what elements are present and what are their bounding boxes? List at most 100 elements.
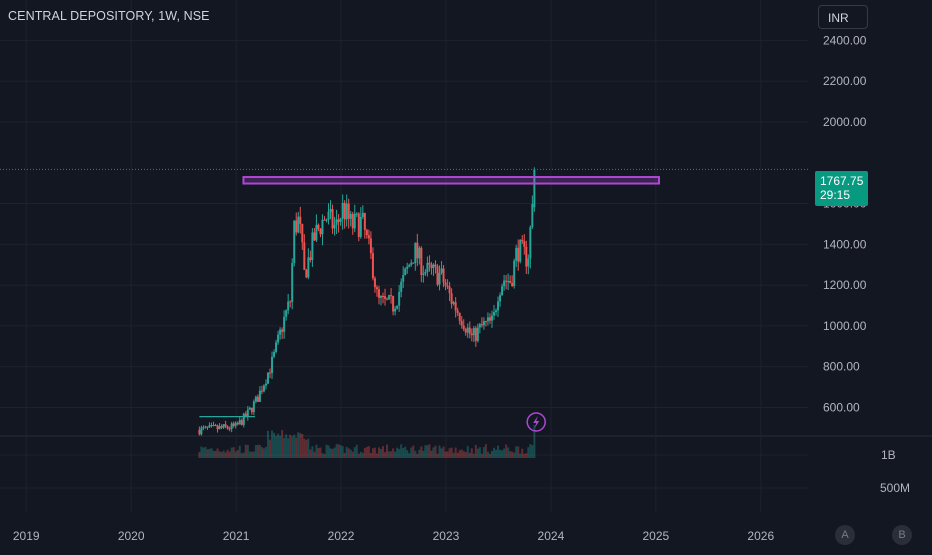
volume-bar <box>438 445 441 458</box>
candle-body <box>277 334 280 343</box>
candle-body <box>244 413 247 417</box>
volume-bar <box>248 451 251 458</box>
candle-body <box>420 247 423 275</box>
volume-bar <box>493 447 496 458</box>
candle-body <box>285 310 288 317</box>
candle-body <box>226 426 229 429</box>
volume-bar <box>281 430 284 458</box>
candle-body <box>303 242 306 270</box>
candle-body <box>375 287 378 290</box>
volume-bar <box>513 452 516 458</box>
volume-bar <box>256 444 259 458</box>
candle-body <box>214 425 217 427</box>
volume-bar <box>357 453 360 458</box>
volume-bar <box>343 452 346 458</box>
lightning-icon[interactable] <box>526 412 546 432</box>
volume-bar <box>246 444 249 458</box>
candle-body <box>513 260 516 286</box>
volume-bar <box>250 451 253 458</box>
y-tick-label: 1200.00 <box>823 278 867 292</box>
grid-lines <box>0 0 932 512</box>
volume-bar <box>468 452 471 458</box>
candle-body <box>363 212 366 231</box>
volume-bar <box>349 449 352 458</box>
log-scale-button[interactable]: B <box>892 525 912 545</box>
candle-body <box>486 317 489 322</box>
volume-bar <box>325 444 328 458</box>
y-tick-label: 2000.00 <box>823 115 867 129</box>
drawings[interactable] <box>0 168 808 432</box>
candle-body <box>252 401 255 413</box>
volume-bar <box>313 451 316 458</box>
lightning-icon-ring <box>526 412 546 432</box>
x-tick-label: 2026 <box>747 529 774 543</box>
candle-body <box>462 325 465 330</box>
volume-bar <box>224 452 227 458</box>
candle-body <box>382 296 385 298</box>
volume-bar <box>460 449 463 458</box>
volume-bar <box>206 449 209 458</box>
candle-body <box>484 321 487 323</box>
candle-body <box>264 383 267 386</box>
candle-body <box>472 328 475 336</box>
candle-body <box>404 268 407 275</box>
candle-body <box>222 424 225 428</box>
volume-bar <box>369 452 372 458</box>
candle-body <box>521 239 524 242</box>
candle-body <box>301 223 304 243</box>
volume-bar <box>273 432 276 458</box>
volume-bar <box>452 452 455 458</box>
candle-body <box>434 264 437 267</box>
candle-body <box>246 409 249 417</box>
volume-bar <box>448 448 451 458</box>
volume-bar <box>299 433 302 458</box>
volume-bar <box>214 451 217 458</box>
volume-bar <box>341 446 344 458</box>
currency-button[interactable]: INR <box>818 5 868 29</box>
candle-body <box>250 407 253 413</box>
candle-body <box>365 230 368 236</box>
volume-bar <box>440 448 443 458</box>
volume-bar <box>291 436 294 458</box>
volume-bar <box>377 447 380 458</box>
volume-bar <box>275 435 278 458</box>
volume-bar <box>317 447 320 458</box>
candle-body <box>210 425 213 427</box>
candle-body <box>515 247 518 261</box>
volume-bar <box>480 453 483 458</box>
candle-body <box>325 219 328 221</box>
volume-bar <box>367 446 370 458</box>
volume-bar <box>456 452 459 458</box>
candle-body <box>202 427 205 429</box>
candle-body <box>377 289 380 298</box>
candle-body <box>331 209 334 229</box>
volume-bar <box>355 444 358 458</box>
candle-body <box>371 253 374 279</box>
volume-bar <box>523 453 526 458</box>
volume-bar <box>527 447 530 458</box>
candle-body <box>519 239 522 262</box>
resistance-zone[interactable] <box>242 176 660 185</box>
volume-bar <box>462 450 465 458</box>
candle-body <box>392 295 395 312</box>
candle-body <box>412 262 415 264</box>
candle-body <box>329 209 332 212</box>
candle-body <box>295 220 298 233</box>
volume-bar <box>531 445 534 458</box>
volume-bar <box>335 444 338 458</box>
candle-body <box>321 219 324 235</box>
candle-body <box>531 203 534 228</box>
candle-body <box>446 285 449 287</box>
candle-body <box>497 301 500 311</box>
volume-bar <box>204 446 207 458</box>
volume-bar <box>499 449 502 458</box>
candle-body <box>240 420 243 425</box>
candle-body <box>355 213 358 215</box>
auto-scale-button[interactable]: A <box>835 525 855 545</box>
volume-bar <box>404 446 407 458</box>
candle-body <box>369 238 372 254</box>
volume-bar <box>238 445 241 458</box>
volume-bar <box>345 446 348 458</box>
